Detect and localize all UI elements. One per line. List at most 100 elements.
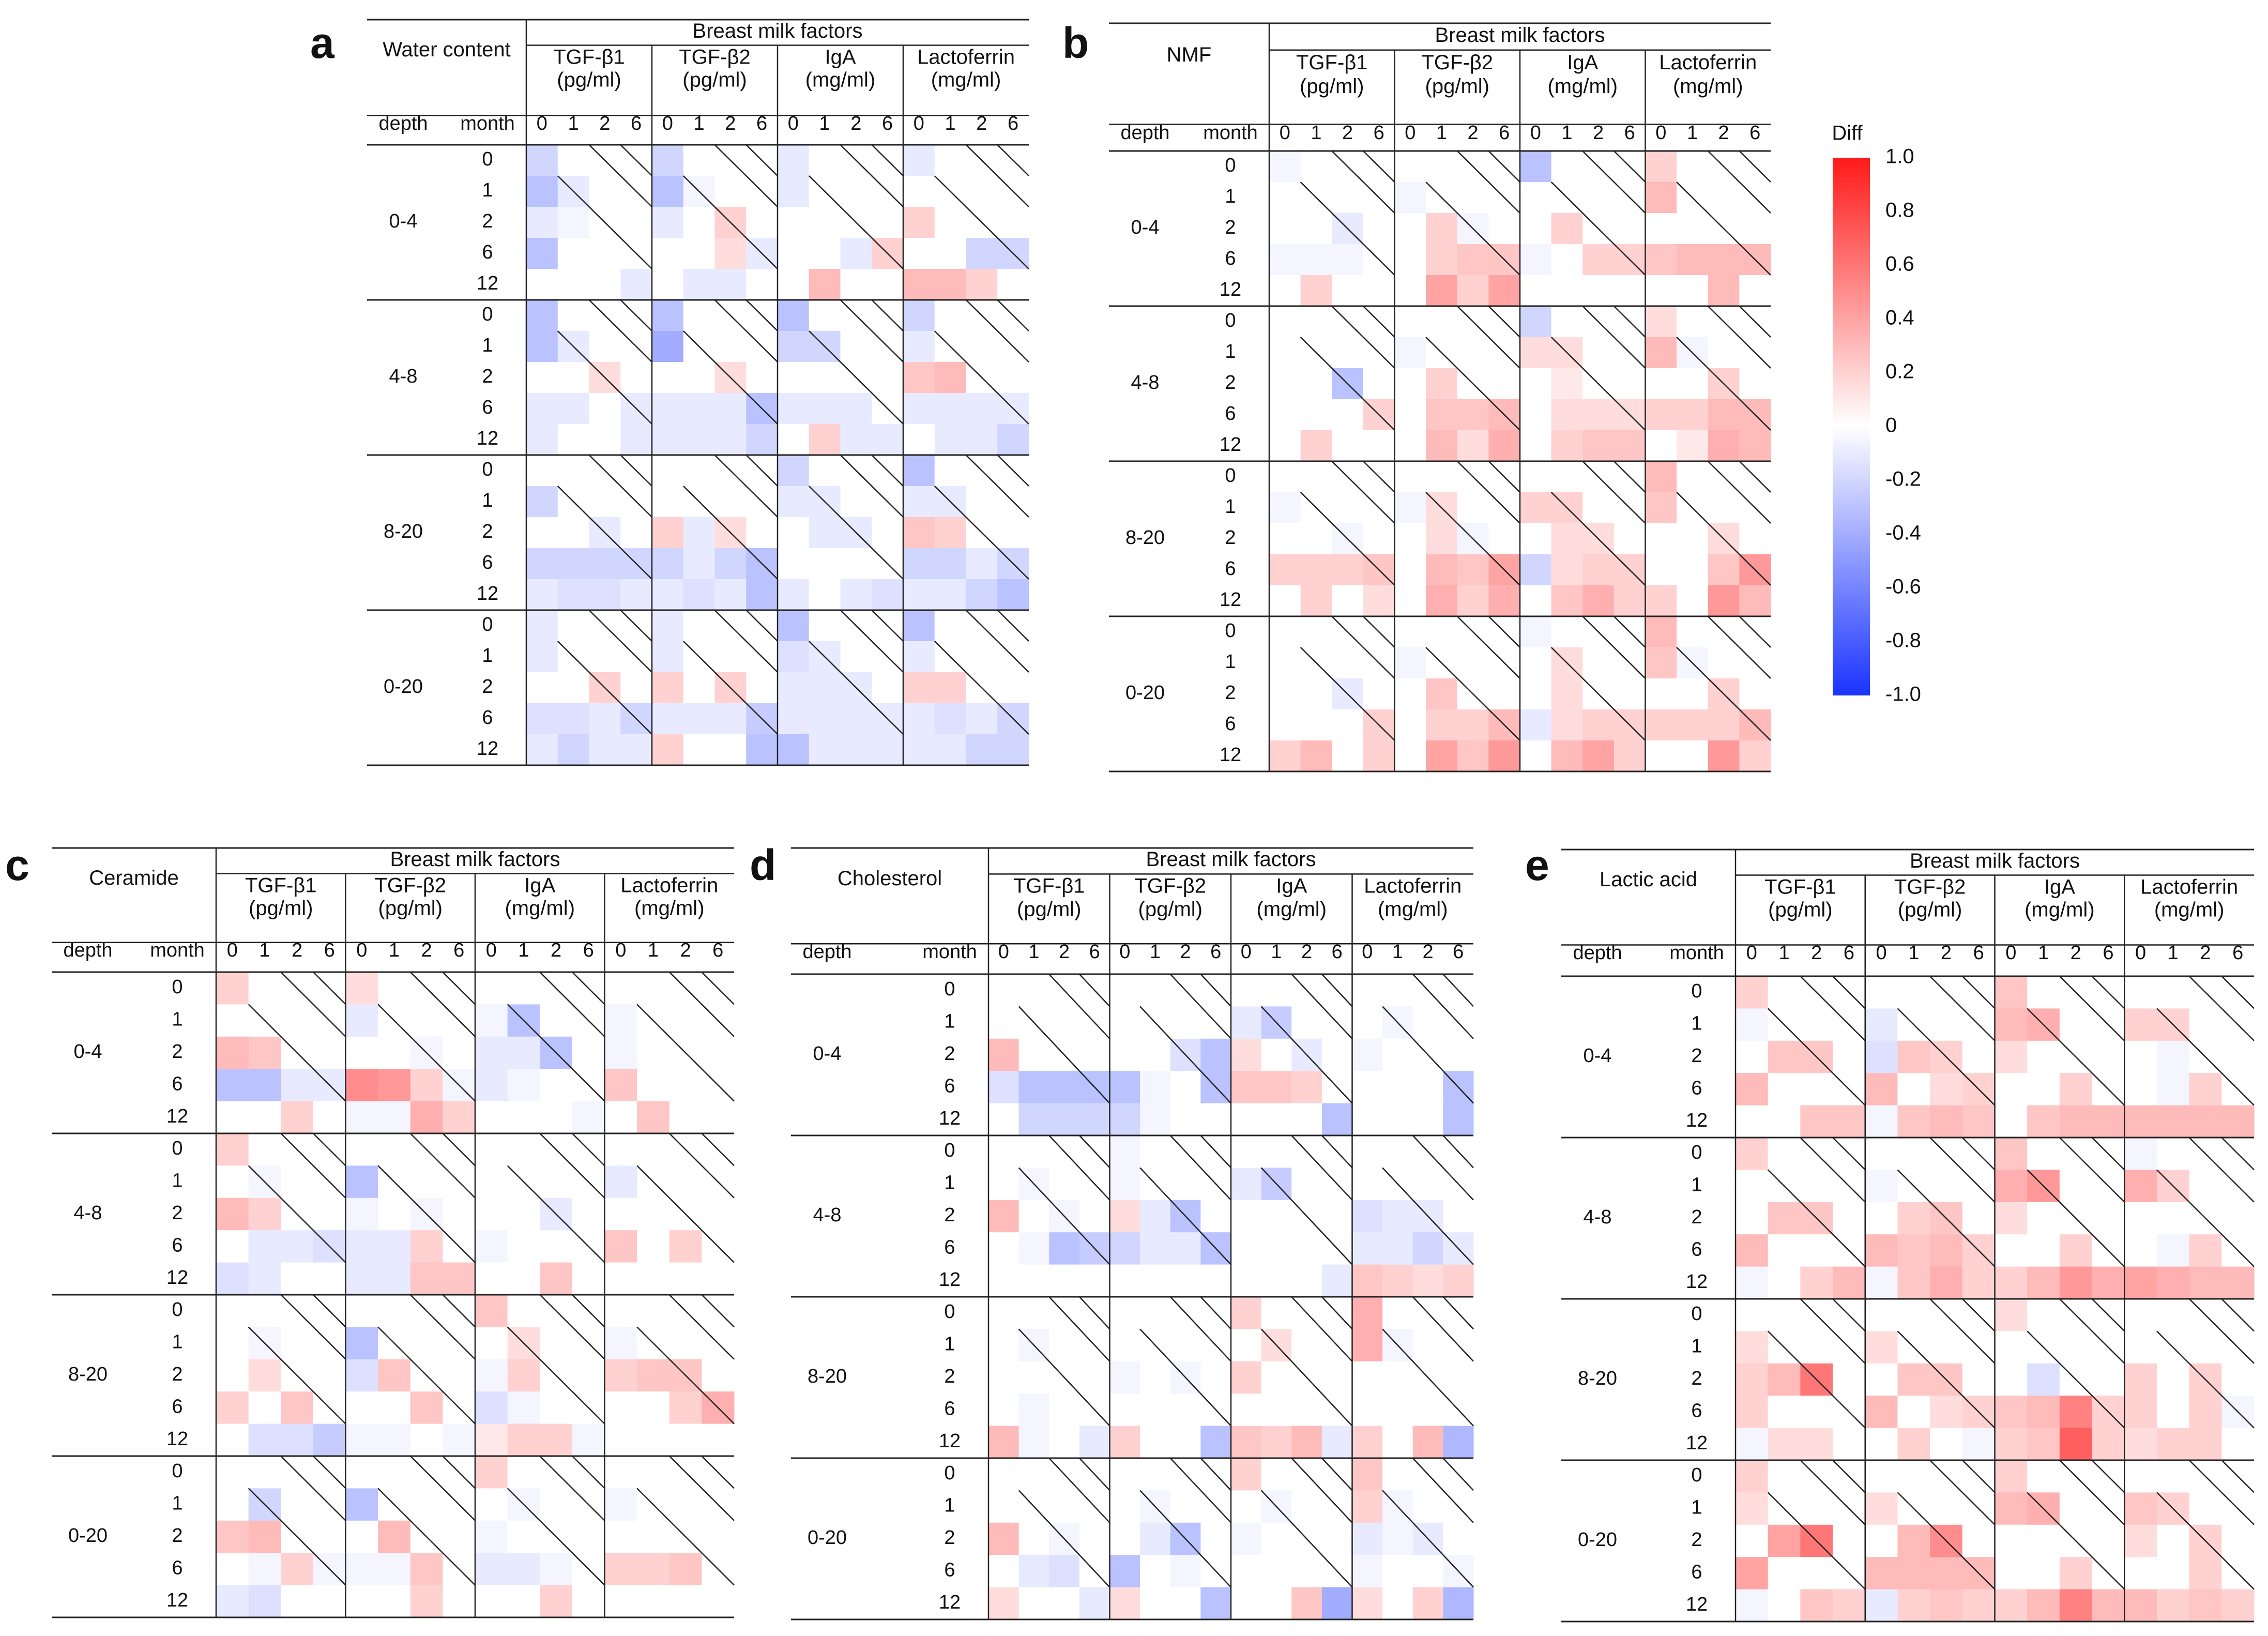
hatch-line [1048,1458,1110,1523]
heatmap-cell [988,1490,1019,1523]
hatch-line [997,610,1029,642]
heatmap-cell [620,207,652,238]
heatmap-cell [1321,1038,1352,1071]
row-month-label: 6 [172,1396,182,1417]
heatmap-cell [637,1585,670,1618]
heatmap-cell [2027,1202,2060,1235]
heatmap-cell [345,1553,378,1586]
heatmap-cell [1708,399,1740,431]
hatch-line [1382,1490,1474,1588]
factor-name: Lactoferrin [1659,51,1757,74]
month-header: month [150,940,205,961]
heatmap-cell [1736,1040,1769,1073]
heatmap-cell [683,517,715,549]
factor-name: Lactoferrin [1364,875,1462,898]
heatmap-cell [2221,1105,2255,1138]
heatmap-cell [1865,1492,1898,1525]
heatmap-cell [216,1391,249,1425]
heatmap-cell [669,1101,702,1134]
heatmap-cell [669,1262,702,1295]
hatch-line [1362,306,1395,338]
hatch-line [588,455,652,518]
heatmap-cell [1300,709,1332,741]
heatmap-cell [840,424,872,456]
heatmap-cell [809,207,841,238]
column-month-label: 6 [2103,942,2113,964]
heatmap-cell [1833,1105,1866,1138]
heatmap-cell [1930,1266,1963,1299]
heatmap-cell [1300,678,1332,710]
heatmap-cell [702,1585,735,1618]
hatch-line [1739,616,1771,648]
heatmap-cell [1736,1234,1769,1267]
heatmap-cell [1995,1331,2028,1364]
heatmap-cell [378,1553,411,1586]
hatch-line [840,299,904,362]
heatmap-cell [1261,1587,1292,1620]
heatmap-cell [988,1393,1019,1427]
heatmap-cell [714,238,747,269]
heatmap-cell [988,1135,1019,1168]
heatmap-cell [1551,306,1583,338]
factor-unit: (pg/ml) [378,897,443,919]
heatmap-cell [966,424,998,456]
heatmap-cell [1800,1008,1833,1041]
heatmap-cell [410,1004,443,1037]
heatmap-cell [620,579,652,611]
heatmap-cell [2124,1363,2157,1396]
heatmap-cell [2059,1234,2093,1267]
column-month-label: 6 [882,113,893,134]
depth-label: 0-20 [68,1525,108,1547]
heatmap-cell [1833,1589,1866,1622]
heatmap-cell [934,455,966,487]
heatmap-cell [1768,976,1801,1009]
heatmap-cell [2027,1040,2060,1073]
heatmap-cell [2189,1266,2222,1299]
factor-unit: (pg/ml) [1300,75,1364,98]
heatmap-cell [475,1262,508,1295]
heatmap-cell [1582,182,1615,214]
heatmap-cell [1645,399,1677,431]
group-header: Breast milk factors [1146,848,1316,871]
heatmap-cell [1140,1200,1171,1233]
heatmap-cell [1352,1297,1383,1329]
row-month-label: 2 [1225,682,1236,704]
heatmap-cell [589,486,621,518]
heatmap-cell [345,1036,378,1069]
heatmap-cell [1231,1361,1262,1394]
row-month-label: 2 [1691,1529,1702,1551]
heatmap-cell [2027,1266,2060,1299]
hatch-line [1800,1298,1866,1364]
hatch-line [1961,1298,1996,1332]
heatmap-cell [1412,1168,1443,1201]
hatch-line [745,299,778,331]
heatmap-cell [475,1165,508,1199]
heatmap-cell [1677,740,1709,772]
heatmap-cell [1551,368,1583,400]
row-month-label: 12 [1686,1110,1708,1131]
heatmap-cell [2092,1040,2125,1073]
hatch-line [1582,306,1646,369]
hatch-line [280,1456,346,1521]
column-month-label: 2 [292,940,302,961]
heatmap-cell [1551,523,1583,555]
hatch-line [1169,1296,1231,1362]
hatch-line [965,610,1029,673]
hatch-line [1961,1460,1996,1493]
heatmap-cell [652,734,684,766]
hatch-line [1676,647,1771,741]
panel-letter: c [5,841,29,889]
heatmap-cell [1300,213,1332,245]
heatmap-cell [1049,1103,1080,1136]
heatmap-cell [2221,1428,2255,1461]
heatmap-cell [1291,1006,1322,1039]
heatmap-cell [1897,1105,1930,1138]
heatmap-cell [378,1456,411,1489]
heatmap-cell [1079,1264,1110,1297]
heatmap-cell [1995,1234,2028,1267]
hatch-line [1362,461,1395,493]
heatmap-cell [988,1103,1019,1136]
heatmap-cell [1231,1264,1262,1297]
hatch-line [1832,1460,1866,1493]
